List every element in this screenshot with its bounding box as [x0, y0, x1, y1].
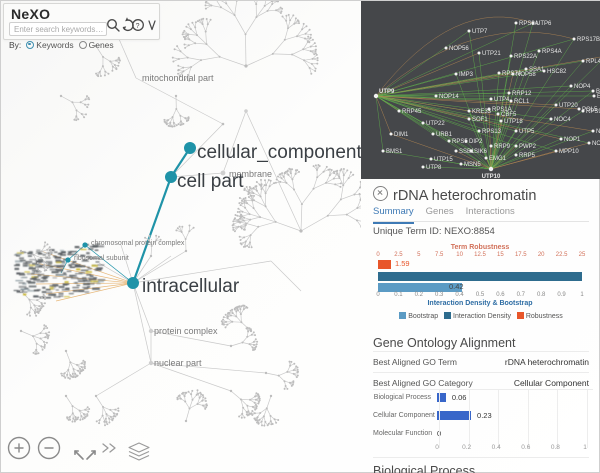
svg-text:RRP45: RRP45: [402, 109, 422, 115]
svg-text:UTP22: UTP22: [426, 121, 445, 127]
svg-text:RPL4A: RPL4A: [586, 59, 600, 65]
svg-text:SOF1: SOF1: [472, 117, 488, 123]
svg-text:?: ?: [136, 23, 140, 30]
svg-text:NOP6: NOP6: [592, 141, 600, 147]
svg-text:HSC82: HSC82: [547, 69, 567, 75]
svg-text:RPS5: RPS5: [452, 139, 468, 145]
svg-text:UTP15: UTP15: [434, 157, 453, 163]
svg-text:UTP8: UTP8: [426, 165, 442, 171]
svg-text:RCL1: RCL1: [514, 99, 530, 105]
svg-text:NOC4: NOC4: [554, 117, 571, 123]
svg-text:RPS4A: RPS4A: [542, 49, 562, 55]
svg-text:DIM1: DIM1: [394, 132, 409, 138]
svg-text:URB1: URB1: [436, 132, 453, 138]
svg-text:EMG1: EMG1: [489, 156, 507, 162]
svg-text:MSN5: MSN5: [464, 162, 481, 168]
svg-text:SSB1: SSB1: [459, 149, 475, 155]
svg-text:UTP9: UTP9: [379, 89, 395, 95]
svg-text:UTP6: UTP6: [536, 21, 552, 27]
svg-text:RRP12: RRP12: [512, 91, 532, 97]
svg-text:SSA1: SSA1: [529, 67, 545, 73]
svg-text:RPS22A: RPS22A: [514, 54, 537, 60]
svg-text:RRP5: RRP5: [519, 153, 536, 159]
svg-text:CBF5: CBF5: [501, 112, 517, 118]
svg-text:IMP3: IMP3: [459, 72, 474, 78]
svg-text:SIK6: SIK6: [474, 149, 488, 155]
svg-text:NOP4: NOP4: [574, 84, 591, 90]
svg-text:UTP18: UTP18: [504, 119, 523, 125]
svg-text:UTP7: UTP7: [472, 29, 488, 35]
svg-text:DIP2: DIP2: [469, 139, 483, 145]
svg-text:UTP5: UTP5: [519, 129, 535, 135]
svg-text:RPS17B: RPS17B: [577, 37, 600, 43]
svg-text:BMS1: BMS1: [386, 149, 403, 155]
svg-text:UTP20: UTP20: [559, 103, 578, 109]
svg-text:KRE33: KRE33: [472, 109, 492, 115]
svg-text:UTP21: UTP21: [482, 51, 501, 57]
svg-text:NOP14: NOP14: [439, 94, 459, 100]
svg-text:NAN1: NAN1: [596, 129, 600, 135]
svg-text:MPP10: MPP10: [559, 149, 579, 155]
svg-text:PWP2: PWP2: [519, 144, 537, 150]
svg-text:NOP56: NOP56: [449, 46, 469, 52]
svg-text:RPS13: RPS13: [482, 129, 502, 135]
svg-text:NOP1: NOP1: [564, 137, 581, 143]
svg-text:POL5: POL5: [582, 107, 598, 113]
svg-text:UTP4: UTP4: [494, 97, 510, 103]
svg-text:RRP9: RRP9: [494, 144, 511, 150]
